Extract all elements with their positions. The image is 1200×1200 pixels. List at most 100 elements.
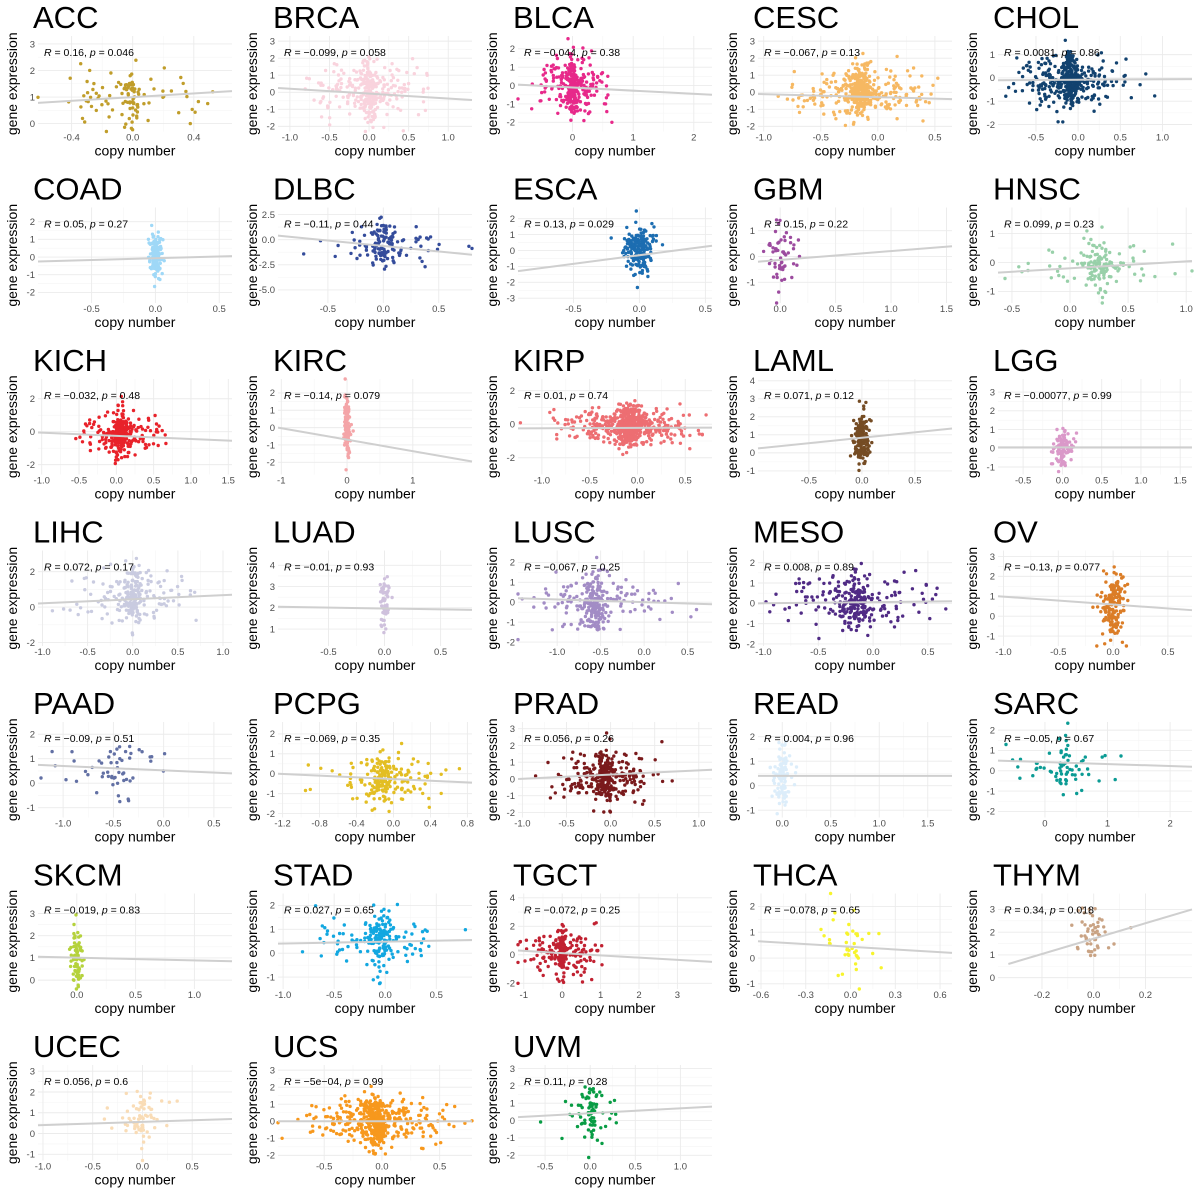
data-point [103,414,108,418]
data-point [1011,81,1016,86]
data-point [608,415,612,419]
data-point [571,45,576,49]
data-point [849,108,854,112]
data-point [569,88,573,93]
data-point [345,85,349,89]
data-point [921,119,925,123]
data-point [121,436,125,441]
data-point [151,241,155,245]
data-point [621,609,625,613]
data-point [145,613,149,617]
data-point [605,590,609,595]
data-point [923,100,928,104]
data-point [345,441,350,445]
data-point [86,610,90,614]
y-axis-label: gene expression [244,204,260,307]
panel-kich: -1.0 -0.5 0.0 0.5 1.0 1.5-202 R = −0.032, p = … [4,343,235,502]
data-point [916,103,920,108]
data-point [781,267,785,272]
data-point [551,79,555,83]
data-point [587,56,591,60]
x-tick-label: -1.0 [549,647,565,658]
data-point [861,447,865,451]
data-point [156,235,160,239]
data-point [876,596,880,600]
y-tick-label: 1 [30,235,35,246]
data-point [1061,440,1065,444]
y-tick-label: -1 [507,617,515,628]
data-point [353,86,358,90]
data-point [782,277,787,281]
data-point [838,604,842,609]
y-tick-label: 1 [990,50,995,61]
data-point [121,101,125,106]
data-point [792,69,796,74]
data-point [316,81,321,85]
data-point [595,555,599,560]
data-point [853,606,857,611]
data-point [823,598,828,602]
y-tick-label: -1 [747,278,755,289]
data-point [188,121,192,126]
x-tick-label: 0.5 [1114,133,1127,144]
y-tick-label: 3 [270,36,275,47]
data-point [366,100,370,105]
data-point [604,610,608,615]
data-point [588,422,592,426]
data-point [342,71,346,76]
data-point [385,575,389,579]
data-point [1065,87,1070,91]
data-point [1037,66,1041,71]
data-point [396,106,400,111]
data-point [345,101,350,106]
data-point [618,596,622,600]
data-point [1013,89,1018,94]
data-point [388,224,392,228]
y-axis-label: gene expression [724,547,740,650]
data-point [556,421,560,425]
data-point [363,100,367,105]
data-point [944,607,948,611]
data-point [403,89,407,94]
y-tick-label: 2 [750,558,755,569]
data-point [844,590,848,594]
data-point [638,433,642,438]
data-point [612,438,617,442]
data-point [594,81,599,85]
data-point [1153,94,1157,98]
y-tick-label: 3 [990,387,995,398]
data-point [1048,81,1053,85]
data-point [133,584,138,588]
y-tick-label: 0 [510,420,515,431]
data-point [887,102,891,107]
y-tick-label: 1 [270,71,275,82]
data-point [569,622,573,627]
data-point [648,436,652,440]
data-point [567,434,572,438]
data-point [582,58,586,62]
data-point [386,240,390,244]
data-point [847,84,851,88]
data-point [158,252,162,256]
data-point [631,431,635,435]
data-point [366,84,371,88]
data-point [650,221,654,226]
data-point [572,89,576,93]
data-point [1061,88,1066,93]
data-point [390,62,394,66]
data-point [92,81,96,86]
data-point [136,612,140,616]
data-point [592,610,597,615]
data-point [1105,281,1110,286]
data-point [619,410,623,414]
data-point [530,107,534,111]
data-point [123,604,127,608]
data-point [122,125,127,129]
data-point [1100,295,1105,300]
data-point [1075,100,1079,104]
data-point [866,83,870,87]
data-point [107,450,111,454]
data-point [860,113,865,118]
data-point [912,603,916,607]
data-point [134,605,139,610]
